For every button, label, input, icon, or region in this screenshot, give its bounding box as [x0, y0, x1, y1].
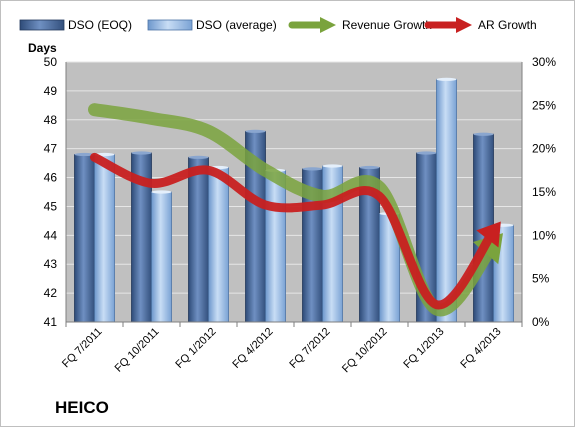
- x-tick-label: FQ 7/2012: [287, 326, 332, 371]
- y-tick-label: 42: [44, 286, 58, 300]
- legend-swatch: [19, 19, 65, 31]
- y-tick-label: 45: [44, 199, 58, 213]
- x-tick-label: FQ 7/2011: [60, 326, 105, 371]
- bar-top: [473, 132, 494, 136]
- legend-label: AR Growth: [478, 18, 537, 32]
- y-tick-label: 46: [44, 171, 58, 185]
- y-tick-label: 43: [44, 257, 58, 271]
- bar-top: [302, 167, 323, 171]
- y2-tick-label: 30%: [532, 55, 556, 69]
- x-tick-label: FQ 1/2012: [173, 326, 218, 371]
- y2-tick-label: 20%: [532, 142, 556, 156]
- bar: [74, 154, 95, 323]
- bar-top: [436, 77, 457, 81]
- y2-tick-label: 5%: [532, 272, 550, 286]
- x-tick-label: FQ 1/2013: [401, 326, 446, 371]
- y-tick-label: 47: [44, 142, 58, 156]
- legend-swatch: [147, 19, 193, 31]
- y-axis-label: Days: [28, 41, 57, 55]
- legend-arrow: [456, 17, 472, 33]
- bar: [94, 154, 115, 323]
- y2-tick-label: 0%: [532, 315, 550, 329]
- series-arrowhead: [476, 221, 501, 248]
- y-tick-label: 50: [44, 55, 58, 69]
- y2-tick-label: 15%: [532, 185, 556, 199]
- bar: [208, 167, 229, 323]
- bar-top: [245, 129, 266, 133]
- bar: [188, 156, 209, 323]
- y2-tick-label: 25%: [532, 98, 556, 112]
- bar: [151, 191, 172, 323]
- bar-top: [74, 152, 95, 157]
- bar-top: [416, 151, 437, 155]
- x-tick-label: FQ 4/2013: [458, 326, 503, 371]
- y-tick-label: 49: [44, 84, 58, 98]
- bar-top: [151, 190, 172, 194]
- bar: [436, 78, 457, 323]
- series-line: [90, 152, 498, 310]
- x-tick-label: FQ 4/2012: [230, 326, 275, 371]
- x-tick-label: FQ 10/2011: [113, 326, 162, 375]
- y-tick-label: 44: [44, 228, 58, 242]
- legend-label: DSO (average): [196, 18, 277, 32]
- legend-label: Revenue Growth: [342, 18, 432, 32]
- x-tick-label: FQ 10/2012: [340, 326, 390, 376]
- bar-top: [322, 164, 343, 168]
- legend-arrow: [320, 17, 336, 33]
- bar-top: [188, 155, 209, 159]
- legend-label: DSO (EOQ): [68, 18, 132, 32]
- y-tick-label: 41: [44, 315, 58, 329]
- bar-top: [359, 165, 380, 170]
- y-tick-label: 48: [44, 113, 58, 127]
- bar: [265, 169, 286, 323]
- bar-top: [131, 151, 152, 155]
- y2-tick-label: 10%: [532, 228, 556, 242]
- company-name: HEICO: [55, 398, 109, 417]
